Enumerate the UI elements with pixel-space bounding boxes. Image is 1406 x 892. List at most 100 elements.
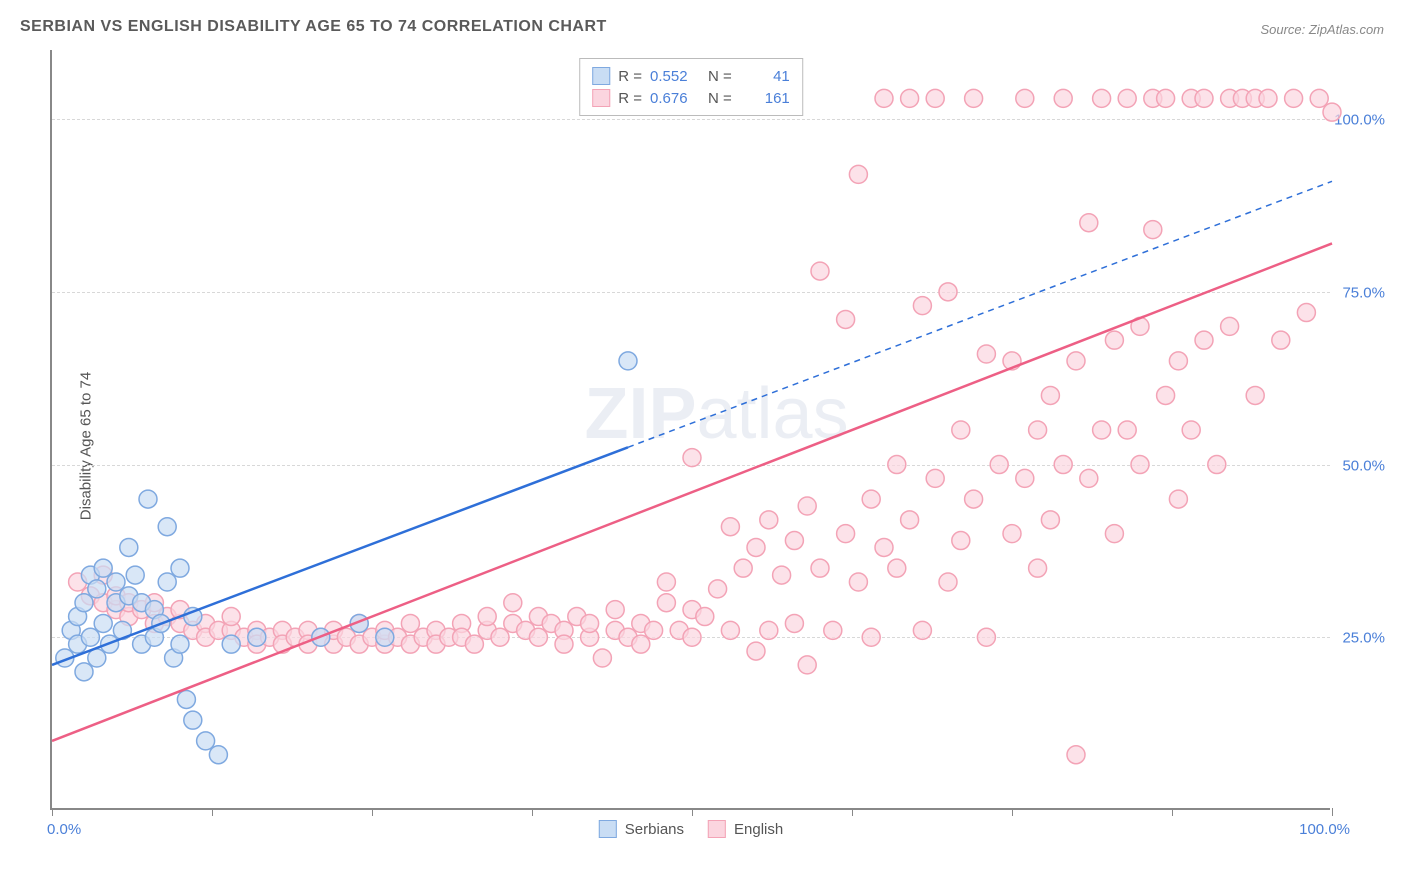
scatter-point [1105,331,1123,349]
scatter-point [1016,89,1034,107]
scatter-point [952,421,970,439]
scatter-point [1246,386,1264,404]
scatter-point [1285,89,1303,107]
scatter-point [645,621,663,639]
scatter-point [926,469,944,487]
scatter-point [177,690,195,708]
n-value: 41 [740,68,790,85]
chart-plot-area: ZIPatlas 25.0%50.0%75.0%100.0% R =0.552N… [50,50,1330,810]
scatter-point [875,538,893,556]
scatter-point [849,573,867,591]
legend-swatch [599,820,617,838]
scatter-point [248,628,266,646]
scatter-point [773,566,791,584]
scatter-svg [52,50,1330,808]
scatter-point [1310,89,1328,107]
scatter-point [696,608,714,626]
trend-line [52,243,1332,740]
scatter-point [888,559,906,577]
y-tick-label: 50.0% [1342,457,1385,474]
scatter-point [1029,421,1047,439]
scatter-point [747,538,765,556]
scatter-point [1105,525,1123,543]
legend-item: Serbians [599,820,684,838]
scatter-point [1118,89,1136,107]
y-tick-label: 25.0% [1342,630,1385,647]
scatter-point [1221,317,1239,335]
scatter-point [1093,89,1111,107]
scatter-point [1093,421,1111,439]
scatter-point [862,490,880,508]
scatter-point [209,746,227,764]
source-label: Source: ZipAtlas.com [1260,22,1384,37]
scatter-point [952,532,970,550]
scatter-point [683,449,701,467]
scatter-point [632,635,650,653]
scatter-point [798,497,816,515]
scatter-point [88,580,106,598]
scatter-point [81,628,99,646]
scatter-point [1323,103,1341,121]
scatter-point [683,628,701,646]
scatter-point [1118,421,1136,439]
scatter-point [478,608,496,626]
scatter-point [139,490,157,508]
r-label: R = [618,90,642,107]
scatter-point [1208,456,1226,474]
scatter-point [619,352,637,370]
scatter-point [126,566,144,584]
scatter-point [581,614,599,632]
scatter-point [709,580,727,598]
scatter-point [94,614,112,632]
scatter-point [901,89,919,107]
y-tick-label: 75.0% [1342,284,1385,301]
scatter-point [1080,469,1098,487]
scatter-point [197,732,215,750]
scatter-point [606,601,624,619]
scatter-point [747,642,765,660]
x-tick [692,808,693,816]
scatter-point [785,532,803,550]
scatter-point [888,456,906,474]
scatter-point [926,89,944,107]
scatter-point [721,621,739,639]
scatter-point [760,511,778,529]
scatter-point [171,635,189,653]
legend-label: English [734,821,783,838]
scatter-point [939,283,957,301]
scatter-point [811,559,829,577]
scatter-point [1067,746,1085,764]
scatter-point [837,525,855,543]
legend-swatch [592,67,610,85]
y-tick-label: 100.0% [1334,112,1385,129]
scatter-point [811,262,829,280]
scatter-point [1157,386,1175,404]
x-tick [1172,808,1173,816]
scatter-point [401,614,419,632]
scatter-point [504,594,522,612]
scatter-point [158,518,176,536]
scatter-point [1029,559,1047,577]
scatter-point [529,628,547,646]
x-axis-min-label: 0.0% [47,821,81,838]
scatter-point [1054,89,1072,107]
legend-item: English [708,820,783,838]
scatter-point [862,628,880,646]
scatter-point [657,594,675,612]
trend-line-dashed [628,181,1332,447]
scatter-point [990,456,1008,474]
r-value: 0.676 [650,90,700,107]
scatter-point [1080,214,1098,232]
correlation-row: R =0.676N =161 [592,87,790,109]
scatter-point [171,559,189,577]
scatter-point [107,573,125,591]
scatter-point [965,490,983,508]
scatter-point [1195,89,1213,107]
scatter-point [913,297,931,315]
legend-label: Serbians [625,821,684,838]
scatter-point [120,538,138,556]
x-tick [52,808,53,816]
x-axis-max-label: 100.0% [1299,821,1350,838]
scatter-point [75,663,93,681]
legend-swatch [592,89,610,107]
